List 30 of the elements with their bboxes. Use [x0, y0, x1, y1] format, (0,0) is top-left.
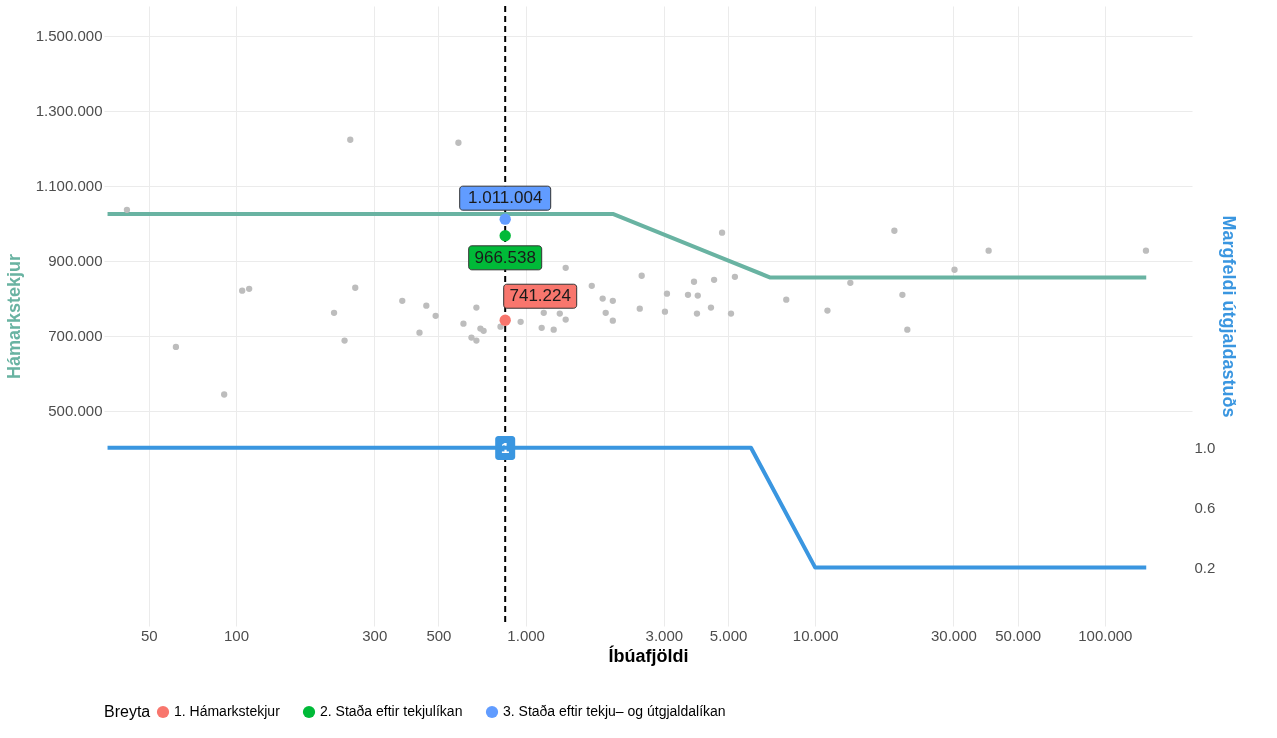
y2-tick-label: 0.6: [1194, 499, 1216, 517]
legend-label: 2. Staða eftir tekjulíkan: [320, 703, 463, 719]
x-tick-label: 1.000: [507, 626, 545, 644]
y-tick-label: 900.000: [48, 252, 103, 270]
legend-label: 3. Staða eftir tekju– og útgjaldalíkan: [503, 703, 726, 719]
x-tick-label: 100.000: [1078, 626, 1133, 644]
data-label: 1.011.004: [468, 188, 543, 208]
x-tick-label: 30.000: [930, 626, 977, 644]
x-tick-label: 50.000: [995, 626, 1042, 644]
x-tick-label: 500: [426, 626, 452, 644]
data-label: 966.538: [474, 247, 536, 267]
y-axis-title: Hámarkstekjur: [3, 253, 24, 380]
y-tick-label: 1.300.000: [35, 102, 103, 120]
y-tick-label: 500.000: [48, 402, 103, 420]
x-tick-label: 3.000: [645, 626, 684, 644]
x-tick-label: 50: [141, 626, 158, 644]
y2-tick-label: 0.2: [1194, 559, 1216, 577]
data-label: 741.224: [509, 286, 571, 306]
legend-title: Breyta: [104, 703, 151, 720]
y-tick-label: 700.000: [48, 327, 103, 345]
y-tick-label: 1.500.000: [35, 27, 103, 45]
x-tick-label: 10.000: [792, 626, 839, 644]
x-tick-label: 5.000: [709, 626, 748, 644]
legend-label: 1. Hámarkstekjur: [174, 703, 281, 719]
x-axis-title: Íbúafjöldi: [608, 644, 689, 666]
y-tick-label: 1.100.000: [35, 177, 103, 195]
x-tick-label: 100: [224, 626, 250, 644]
y2-tick-label: 1.0: [1194, 439, 1216, 457]
x-tick-label: 300: [362, 626, 388, 644]
y2-axis-title: Margfeldi útgjaldastuðs: [1219, 215, 1240, 418]
